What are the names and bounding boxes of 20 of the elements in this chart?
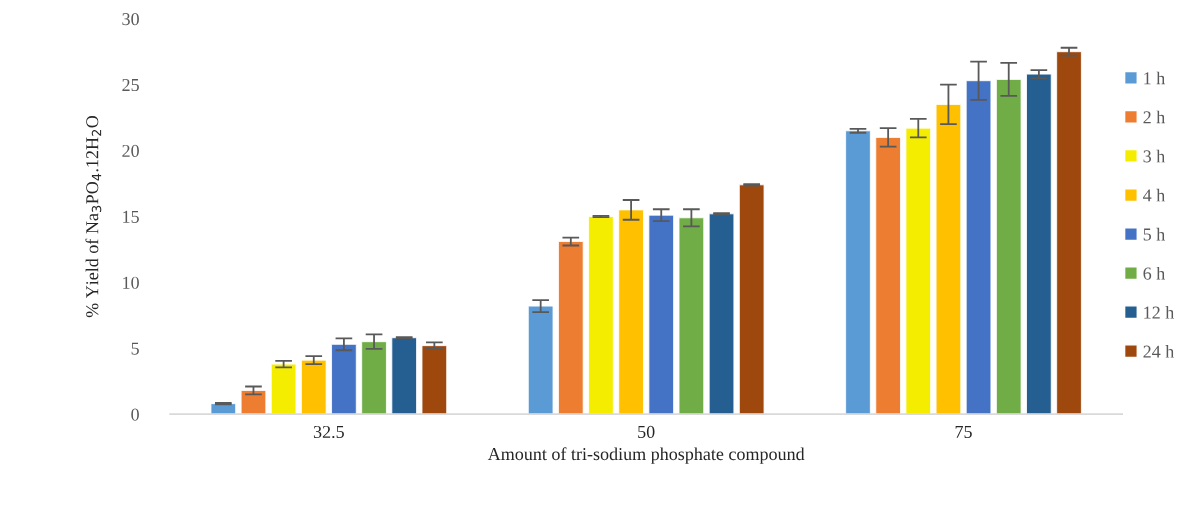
x-axis-title: Amount of tri-sodium phosphate compound — [487, 447, 805, 464]
y-tick-label: 25 — [122, 78, 139, 92]
y-tick-label: 15 — [123, 210, 139, 223]
x-tick-label: 75 — [955, 426, 972, 439]
y-tick-label: 0 — [131, 408, 139, 421]
x-tick-label: 32.5 — [313, 425, 344, 439]
legend-label: 5 h — [1143, 227, 1166, 241]
legend-label: 2 h — [1143, 110, 1166, 124]
legend-label: 6 h — [1143, 266, 1166, 280]
legend-label: 12 h — [1144, 305, 1175, 319]
y-tick-label: 20 — [122, 144, 139, 158]
legend-label: 3 h — [1143, 149, 1166, 163]
legend-label: 1 h — [1144, 71, 1166, 85]
legend-label: 4 h — [1143, 188, 1166, 202]
x-tick-label: 50 — [638, 425, 655, 439]
y-axis-title: % Yield of Na$_{3}$PO$_{4}$.12H$_{2}$O — [85, 115, 102, 318]
y-tick-label: 10 — [123, 276, 139, 289]
legend-label: 24 h — [1143, 345, 1175, 358]
y-tick-label: 30 — [122, 13, 139, 26]
y-tick-label: 5 — [131, 342, 139, 355]
